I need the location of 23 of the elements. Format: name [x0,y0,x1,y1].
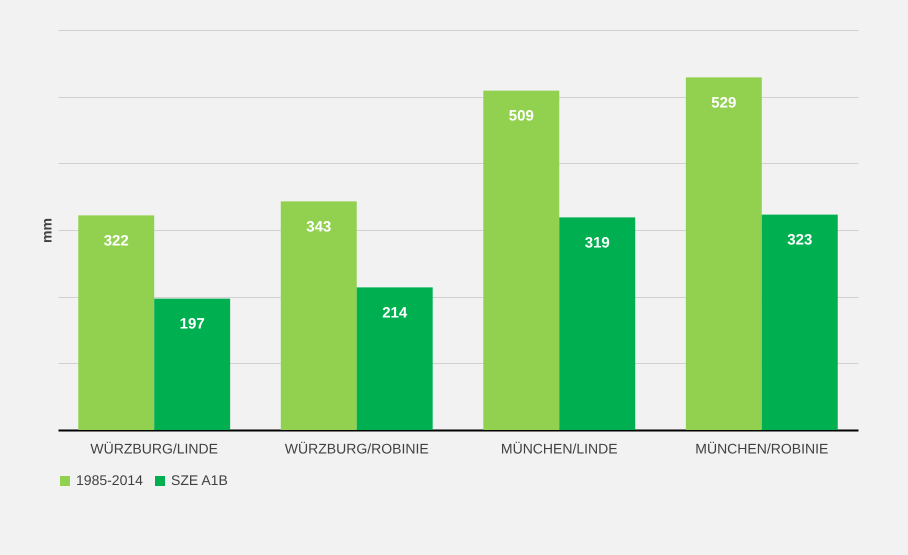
bar [280,201,357,430]
bar [559,217,636,430]
bar [762,214,838,430]
data-label: 509 [508,108,534,125]
data-label: 529 [711,94,736,112]
x-tick-label: MÜNCHEN/ROBINIE [695,440,828,456]
bar [356,287,433,430]
bar [483,90,560,430]
data-label: 214 [382,304,408,322]
bar [686,77,762,430]
data-label: 197 [180,316,205,333]
data-label: 322 [104,232,129,250]
legend-label: SZE A1B [171,472,228,488]
bar [78,215,154,430]
y-axis-title: mm [38,218,54,243]
x-tick-label: WÜRZBURG/LINDE [90,440,218,456]
x-tick-label: MÜNCHEN/LINDE [500,440,618,456]
x-tick-label: WÜRZBURG/ROBINIE [284,440,429,456]
legend-label: 1985-2014 [76,472,144,488]
data-label: 343 [306,218,332,236]
bar [154,298,230,430]
data-label: 319 [584,234,610,252]
data-label: 323 [787,232,812,249]
